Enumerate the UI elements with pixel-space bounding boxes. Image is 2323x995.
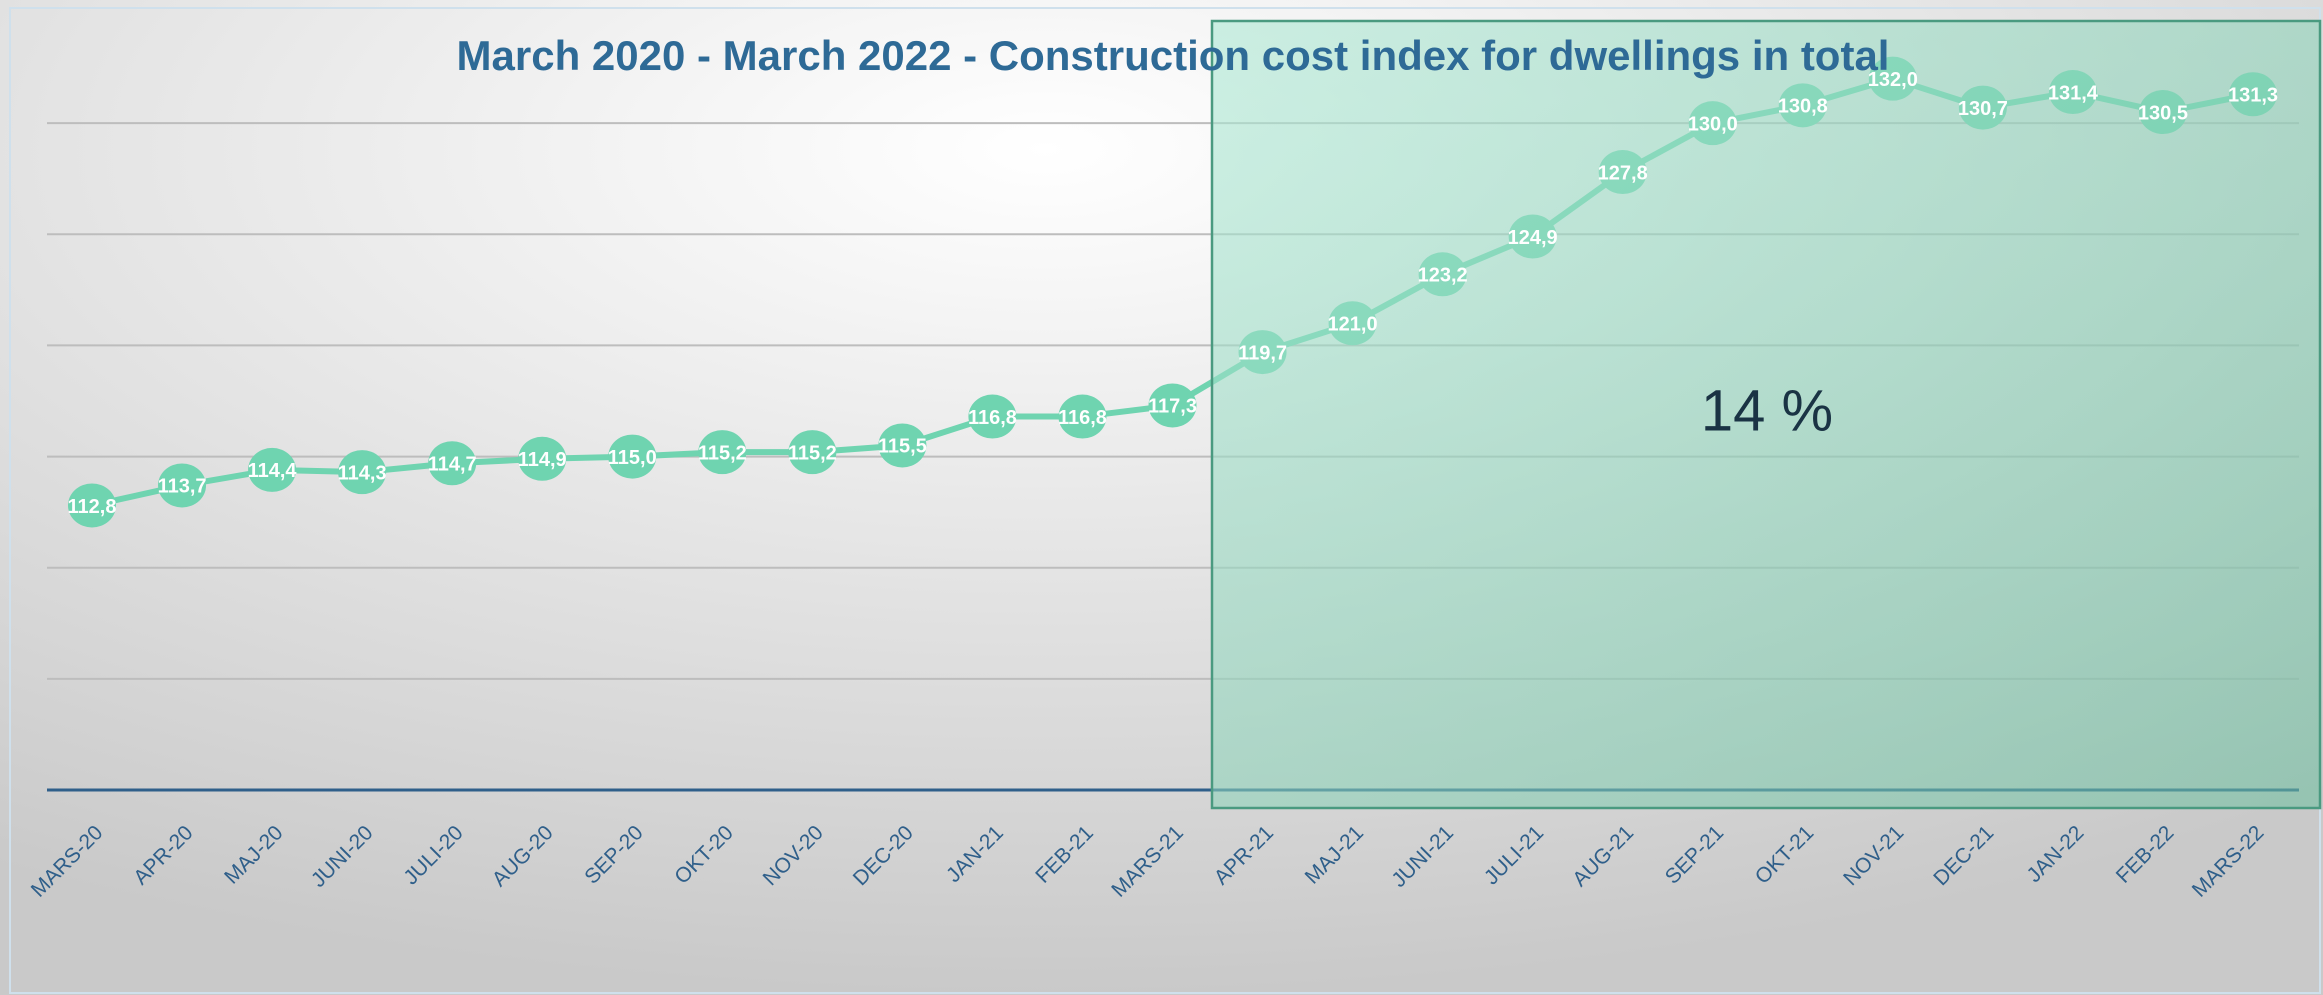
- marker: [518, 436, 567, 481]
- marker: [788, 430, 837, 475]
- data-label: 114,4: [248, 460, 298, 482]
- data-label: 115,2: [698, 442, 747, 464]
- marker: [248, 447, 297, 492]
- annotation: 14 %: [1701, 378, 1833, 443]
- marker: [968, 394, 1017, 439]
- data-label: 131,3: [2228, 85, 2278, 107]
- marker: [698, 430, 747, 475]
- data-label: 123,2: [1418, 265, 1468, 287]
- data-label: 115,0: [608, 447, 657, 469]
- highlight-region: [1210, 19, 2322, 810]
- marker: [158, 463, 207, 508]
- data-label: 114,3: [338, 462, 387, 484]
- data-label: 130,7: [1958, 98, 2008, 120]
- data-label: 127,8: [1598, 162, 1648, 184]
- marker: [428, 441, 477, 486]
- data-label: 114,7: [428, 454, 477, 476]
- chart-title: March 2020 - March 2022 - Construction c…: [457, 32, 1890, 79]
- data-label: 130,0: [1688, 113, 1738, 135]
- data-label: 117,3: [1148, 396, 1197, 418]
- data-label: 132,0: [1868, 69, 1918, 91]
- marker: [608, 434, 657, 479]
- data-label: 131,4: [2048, 82, 2099, 104]
- data-label: 121,0: [1328, 313, 1378, 335]
- data-label: 124,9: [1508, 227, 1558, 249]
- marker: [338, 450, 387, 495]
- data-label: 115,2: [788, 442, 837, 464]
- data-label: 130,8: [1778, 96, 1828, 118]
- data-label: 130,5: [2138, 102, 2188, 124]
- data-label: 113,7: [158, 476, 207, 498]
- data-label: 116,8: [968, 407, 1017, 429]
- data-label: 116,8: [1058, 407, 1107, 429]
- marker: [68, 483, 116, 528]
- marker: [1148, 383, 1197, 428]
- marker: [878, 423, 927, 468]
- data-label: 112,8: [68, 496, 117, 518]
- data-label: 119,7: [1238, 342, 1287, 364]
- data-label: 114,9: [518, 449, 567, 471]
- marker: [1058, 394, 1107, 439]
- data-label: 115,5: [878, 436, 927, 458]
